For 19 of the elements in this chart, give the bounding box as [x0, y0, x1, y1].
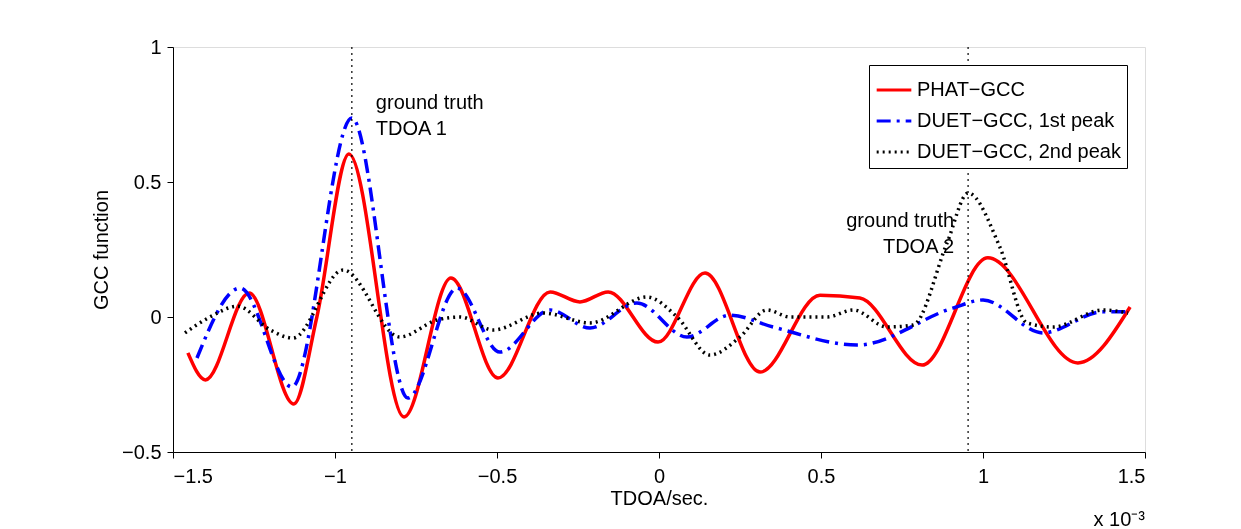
legend-label: DUET−GCC, 2nd peak	[917, 140, 1122, 162]
x-tick-label: 1.5	[1117, 464, 1146, 487]
y-tick-label: 0.5	[133, 170, 162, 193]
ref-line-label: ground truth TDOA 1	[375, 91, 484, 139]
x-tick-label: −1	[324, 464, 347, 487]
legend-label: DUET−GCC, 1st peak	[917, 109, 1116, 131]
x-tick-label: 0.5	[807, 464, 836, 487]
y-tick-label: 0	[150, 305, 162, 328]
x-tick-label: 1	[977, 464, 990, 487]
ref-line-label: ground truth TDOA 2	[846, 209, 955, 257]
x-tick-label: −0.5	[477, 464, 518, 487]
y-axis-title: GCC function	[90, 189, 113, 311]
x-tick-label: −1.5	[173, 464, 213, 487]
x-axis-title: TDOA/sec.	[610, 486, 709, 509]
text: x 10⁻³	[1093, 508, 1146, 529]
y-tick-label: 1	[150, 35, 162, 58]
legend-label: PHAT−GCC	[917, 78, 1025, 100]
y-tick-label: −0.5	[122, 440, 162, 463]
x-tick-label: 0	[653, 464, 666, 487]
